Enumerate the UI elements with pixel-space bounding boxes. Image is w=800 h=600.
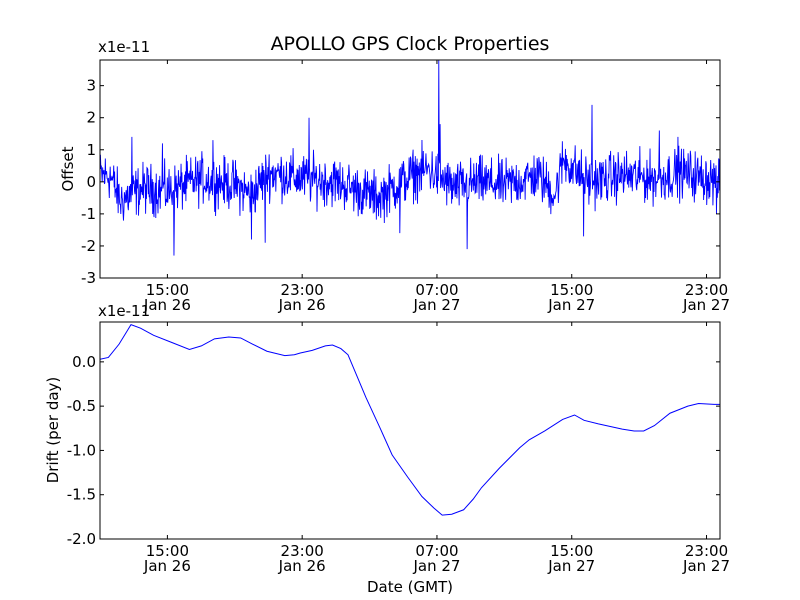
offset-y-tick-label: -3 xyxy=(81,269,96,287)
offset-x-tick-date: Jan 27 xyxy=(547,296,595,314)
drift-x-tick-time: 15:00 xyxy=(550,542,593,560)
offset-y-tick-label: -1 xyxy=(81,205,96,223)
drift-x-tick-time: 15:00 xyxy=(146,542,189,560)
drift-x-tick-date: Jan 26 xyxy=(143,557,191,575)
drift-y-tick-label: -1.0 xyxy=(67,441,96,459)
drift-x-tick-date: Jan 26 xyxy=(278,557,326,575)
drift-y-ticks: -2.0 -1.5 -1.0 -0.5 0.0 xyxy=(67,353,720,548)
drift-x-tick-date: Jan 27 xyxy=(682,557,730,575)
drift-x-tick-time: 07:00 xyxy=(415,542,458,560)
drift-x-tick-date: Jan 27 xyxy=(412,557,460,575)
drift-series-line xyxy=(100,324,720,516)
drift-exponent-label: x1e-11 xyxy=(98,302,150,320)
offset-x-tick-date: Jan 26 xyxy=(278,296,326,314)
offset-y-ticks: -3 -2 -1 0 1 2 3 xyxy=(81,77,720,287)
drift-y-tick-label: -0.5 xyxy=(67,397,96,415)
offset-x-tick-time: 07:00 xyxy=(415,281,458,299)
offset-y-tick-label: 2 xyxy=(86,109,96,127)
drift-x-axis-label: Date (GMT) xyxy=(367,578,453,596)
offset-exponent-label: x1e-11 xyxy=(98,38,150,56)
chart-title: APOLLO GPS Clock Properties xyxy=(271,33,550,55)
drift-x-tick-date: Jan 27 xyxy=(547,557,595,575)
drift-y-axis-label: Drift (per day) xyxy=(44,377,62,484)
offset-y-tick-label: 3 xyxy=(86,77,96,95)
offset-x-tick-time: 23:00 xyxy=(281,281,324,299)
drift-y-tick-label: 0.0 xyxy=(72,353,96,371)
drift-plot-frame xyxy=(99,321,721,540)
offset-y-tick-label: -2 xyxy=(81,237,96,255)
offset-x-tick-date: Jan 27 xyxy=(682,296,730,314)
drift-series-group xyxy=(100,324,720,516)
offset-y-tick-label: 1 xyxy=(86,141,96,159)
offset-x-tick-time: 15:00 xyxy=(146,281,189,299)
offset-series-line xyxy=(100,60,720,256)
offset-plot-frame xyxy=(99,59,721,279)
drift-x-tick-time: 23:00 xyxy=(281,542,324,560)
offset-y-axis-label: Offset xyxy=(59,146,77,191)
offset-x-tick-time: 15:00 xyxy=(550,281,593,299)
drift-y-tick-label: -2.0 xyxy=(67,530,96,548)
offset-x-tick-date: Jan 27 xyxy=(412,296,460,314)
offset-x-tick-date: Jan 26 xyxy=(143,296,191,314)
drift-x-tick-time: 23:00 xyxy=(685,542,728,560)
offset-x-tick-time: 23:00 xyxy=(685,281,728,299)
offset-y-tick-label: 0 xyxy=(86,173,96,191)
offset-series-group xyxy=(100,60,720,256)
drift-y-tick-label: -1.5 xyxy=(67,486,96,504)
